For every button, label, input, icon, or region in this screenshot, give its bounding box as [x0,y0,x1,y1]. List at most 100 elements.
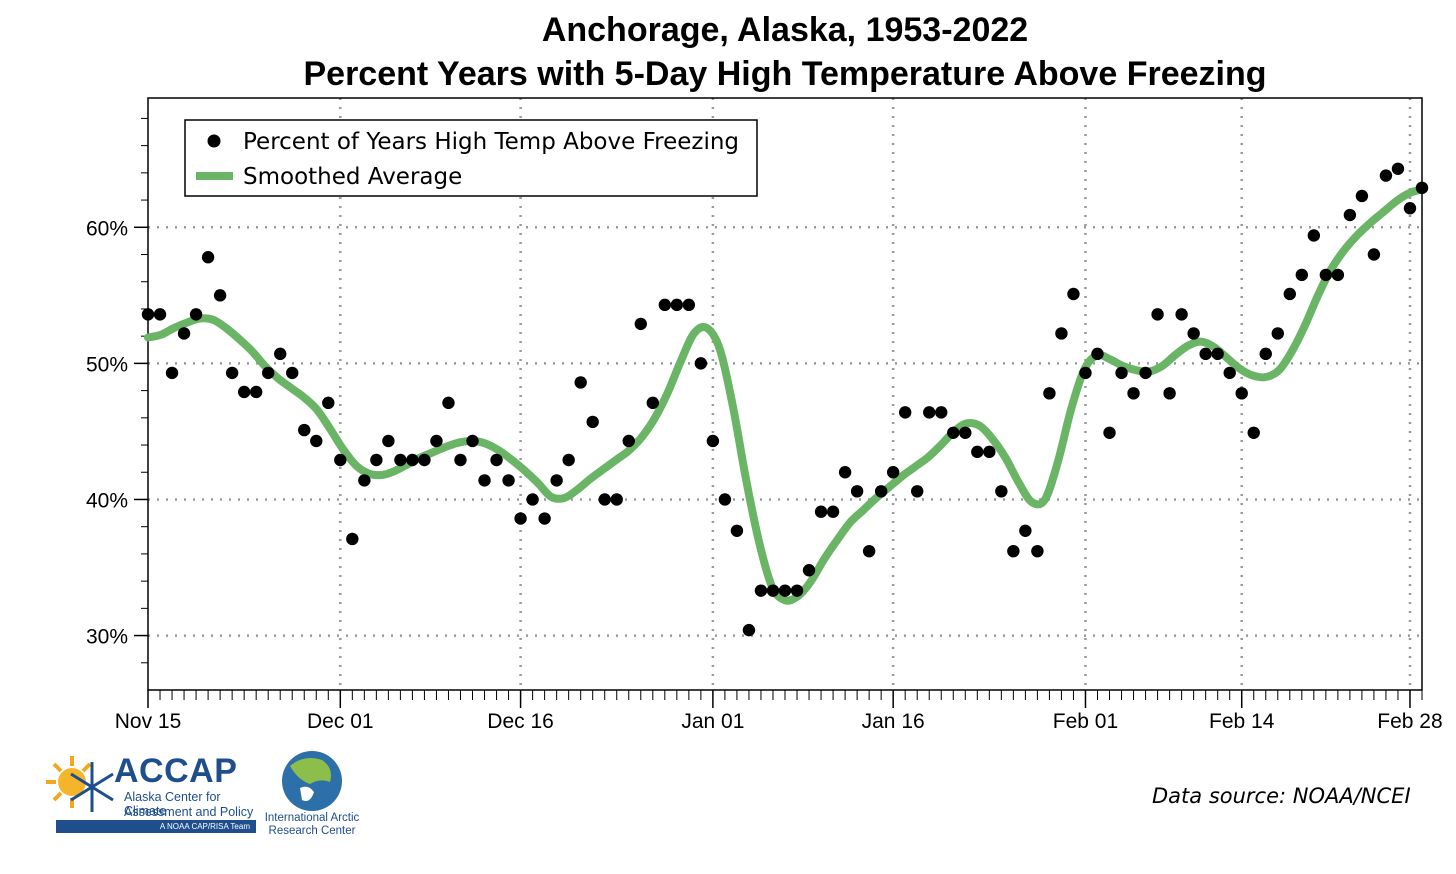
data-point [1055,327,1068,340]
data-point [201,251,215,264]
legend: Percent of Years High Temp Above Freezin… [184,119,758,197]
legend-point-marker [207,134,221,148]
data-point [935,406,948,419]
data-point [406,453,419,467]
accap-subtitle-2: Assessment and Policy [124,805,254,819]
x-tick-label: Feb 01 [1053,710,1118,733]
data-point [478,474,491,487]
data-point [1163,387,1176,400]
data-point [249,385,263,399]
data-point [382,434,395,448]
data-point [1199,347,1212,361]
data-point [1007,544,1020,558]
data-point [802,564,816,577]
data-point [1043,387,1056,400]
data-point [1271,327,1284,340]
legend-box [184,119,758,197]
data-point [1319,268,1333,282]
data-point [718,493,732,506]
data-point [634,317,647,331]
data-point [1331,268,1345,282]
data-point [490,453,503,467]
data-point [610,493,623,506]
accap-subtitle-1: Alaska Center for Climate [124,790,221,818]
data-point [995,485,1008,498]
data-point [850,485,864,498]
data-source: Data source: NOAA/NCEI [1152,784,1411,808]
data-point [1139,366,1152,380]
data-point [418,453,431,467]
data-point [502,474,515,487]
data-point [1019,524,1032,537]
data-point [983,445,996,459]
iarc-name: International Arctic Research Center [260,812,364,838]
data-point [466,434,479,448]
data-point [514,512,527,525]
plot-frame [147,97,1423,691]
data-point [454,453,467,467]
legend-label-smooth: Smoothed Average [243,164,462,190]
data-point [1235,387,1248,400]
data-point [1367,248,1381,261]
data-point [430,434,443,448]
data-point [598,493,611,506]
data-point [862,544,876,558]
data-point [225,366,239,380]
data-point [658,298,672,312]
data-point [334,453,347,467]
data-point [153,308,167,321]
data-point [1391,162,1405,175]
data-point [814,505,828,518]
data-point [1307,229,1321,242]
data-point [370,453,383,467]
data-point [730,524,744,537]
globe-icon [282,751,342,811]
data-point [1295,268,1309,282]
sun-snowflake-icon [46,756,114,812]
data-point [947,426,960,439]
data-point [538,512,551,525]
iarc-logo: International Arctic Research Center [260,748,364,840]
data-point [1259,347,1272,361]
data-point [1031,544,1044,558]
data-point [442,396,455,410]
accap-tagline: A NOAA CAP/RISA Team [56,820,256,833]
y-tick-label: 50% [86,353,128,376]
data-point [898,406,912,419]
data-point [286,366,299,380]
data-point [237,385,251,399]
data-point [1211,347,1224,361]
data-point [838,466,852,479]
data-point [742,623,756,637]
data-point [165,366,179,380]
accap-logo: ACCAP Alaska Center for Climate Assessme… [42,752,264,834]
data-point [586,415,599,429]
iarc-line1: International Arctic [264,812,360,824]
data-point [826,505,840,518]
data-point [298,423,311,437]
data-point [213,289,227,302]
data-point [706,434,720,448]
x-tick-label: Dec 16 [487,710,554,733]
legend-label-points: Percent of Years High Temp Above Freezin… [243,129,739,155]
data-point [646,396,659,410]
smoothed-average-line [144,185,1426,605]
x-tick-label: Nov 15 [115,710,182,733]
data-point [1175,308,1188,321]
data-point [1115,366,1128,380]
data-point [1379,169,1393,182]
data-point [1343,208,1357,222]
data-point [694,357,708,370]
x-tick-label: Jan 16 [862,710,925,733]
data-point [526,493,539,506]
data-point [1187,327,1200,340]
chart-title-line2: Percent Years with 5-Day High Temperatur… [303,55,1267,93]
data-point [1283,287,1296,301]
y-tick-label: 30% [86,626,128,649]
data-point [562,453,575,467]
data-point [358,474,371,487]
data-point [346,532,359,546]
data-point [923,406,936,419]
data-point [310,434,323,448]
